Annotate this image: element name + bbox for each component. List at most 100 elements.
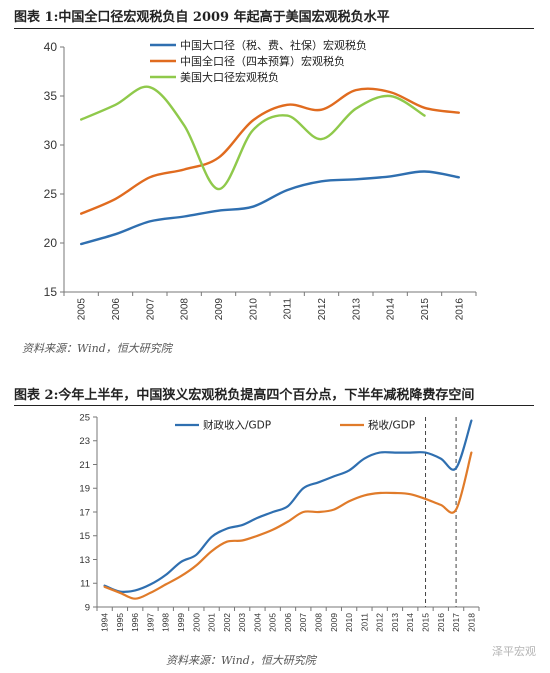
data-point-s1 xyxy=(423,170,425,172)
data-point-s1 xyxy=(180,561,182,563)
data-point-s1 xyxy=(440,457,442,459)
data-point-s2 xyxy=(389,91,391,93)
y-tick-label: 9 xyxy=(85,602,90,613)
x-tick-label: 1995 xyxy=(115,613,125,632)
data-point-s1 xyxy=(183,215,185,217)
data-point-s2 xyxy=(252,119,254,121)
data-point-s1 xyxy=(389,175,391,177)
data-point-s2 xyxy=(378,492,380,494)
data-point-s2 xyxy=(440,504,442,506)
data-point-s1 xyxy=(320,180,322,182)
data-point-s2 xyxy=(103,586,105,588)
data-point-s1 xyxy=(286,189,288,191)
x-tick-label: 2015 xyxy=(420,298,431,321)
x-tick-label: 2014 xyxy=(386,298,397,321)
data-point-s2 xyxy=(286,104,288,106)
data-point-s2 xyxy=(226,540,228,542)
data-point-s2 xyxy=(302,511,304,513)
series-line-3 xyxy=(80,85,426,191)
data-point-s2 xyxy=(241,539,243,541)
figure1-source: 资料来源：Wind，恒大研究院 xyxy=(22,342,172,355)
x-tick-label: 2007 xyxy=(145,298,156,321)
data-point-s2 xyxy=(409,493,411,495)
data-point-s2 xyxy=(333,508,335,510)
x-tick-label: 2005 xyxy=(77,298,88,321)
data-point-s1 xyxy=(470,419,472,421)
y-tick-label: 40 xyxy=(44,40,58,54)
data-point-s2 xyxy=(287,520,289,522)
x-tick-label: 2017 xyxy=(451,613,461,632)
x-tick-label: 2002 xyxy=(222,613,232,632)
data-point-s1 xyxy=(134,589,136,591)
data-point-s2 xyxy=(183,168,185,170)
x-tick-label: 1999 xyxy=(176,613,186,632)
data-point-s1 xyxy=(195,554,197,556)
figure1-title-rule xyxy=(14,28,534,29)
data-point-s2 xyxy=(455,508,457,510)
y-tick-label: 25 xyxy=(44,187,58,201)
data-point-s1 xyxy=(80,243,82,245)
data-point-s2 xyxy=(394,492,396,494)
x-tick-label: 2008 xyxy=(314,613,324,632)
data-point-s1 xyxy=(458,176,460,178)
legend-label-1: 财政收入/GDP xyxy=(203,419,271,432)
series-line-1 xyxy=(103,419,473,594)
data-point-s2 xyxy=(355,89,357,91)
watermark: 泽平宏观 xyxy=(492,645,536,658)
x-tick-label: 2009 xyxy=(329,613,339,632)
x-tick-label: 2001 xyxy=(207,613,217,632)
x-tick-label: 2016 xyxy=(436,613,446,632)
data-point-s2 xyxy=(470,451,472,453)
x-tick-label: 2000 xyxy=(191,613,201,632)
x-tick-label: 2012 xyxy=(375,613,385,632)
data-point-s1 xyxy=(226,527,228,529)
y-tick-label: 15 xyxy=(79,531,90,542)
series-line-1 xyxy=(80,170,460,246)
series-line-2 xyxy=(80,87,460,215)
x-tick-label: 1998 xyxy=(161,613,171,632)
y-tick-label: 11 xyxy=(80,579,90,590)
x-tick-label: 2012 xyxy=(317,298,328,321)
data-point-s2 xyxy=(320,109,322,111)
data-point-s1 xyxy=(455,467,457,469)
x-tick-label: 2014 xyxy=(405,613,415,632)
legend-label-3: 美国大口径宏观税负 xyxy=(180,70,279,84)
x-tick-label: 2005 xyxy=(268,613,278,632)
data-point-s1 xyxy=(424,451,426,453)
x-tick-label: 1996 xyxy=(130,613,140,632)
x-tick-label: 2003 xyxy=(237,613,247,632)
x-tick-label: 2009 xyxy=(214,298,225,321)
x-tick-label: 2008 xyxy=(180,298,191,321)
data-point-s2 xyxy=(424,498,426,500)
data-point-s2 xyxy=(363,494,365,496)
data-point-s3 xyxy=(389,95,391,97)
data-point-s2 xyxy=(134,597,136,599)
data-point-s2 xyxy=(165,583,167,585)
data-point-s1 xyxy=(409,451,411,453)
legend-label-2: 税收/GDP xyxy=(368,419,415,432)
data-point-s1 xyxy=(256,517,258,519)
data-point-s1 xyxy=(394,451,396,453)
data-point-s3 xyxy=(355,108,357,110)
data-point-s3 xyxy=(252,129,254,131)
data-point-s2 xyxy=(272,529,274,531)
data-point-s1 xyxy=(348,469,350,471)
data-point-s3 xyxy=(114,104,116,106)
legend-label-2: 中国全口径（四本预算）宏观税负 xyxy=(180,54,345,68)
data-point-s3 xyxy=(423,114,425,116)
x-tick-label: 2007 xyxy=(298,613,308,632)
data-point-s2 xyxy=(149,592,151,594)
data-point-s2 xyxy=(119,592,121,594)
data-point-s2 xyxy=(114,198,116,200)
data-point-s1 xyxy=(241,524,243,526)
y-tick-label: 21 xyxy=(79,460,90,471)
data-point-s2 xyxy=(217,157,219,159)
figure2-title-rule xyxy=(14,405,534,406)
data-point-s1 xyxy=(355,178,357,180)
data-point-s3 xyxy=(320,138,322,140)
y-tick-label: 13 xyxy=(79,555,90,566)
data-point-s1 xyxy=(287,505,289,507)
data-point-s1 xyxy=(272,511,274,513)
data-point-s1 xyxy=(378,451,380,453)
x-tick-label: 2018 xyxy=(466,613,476,632)
